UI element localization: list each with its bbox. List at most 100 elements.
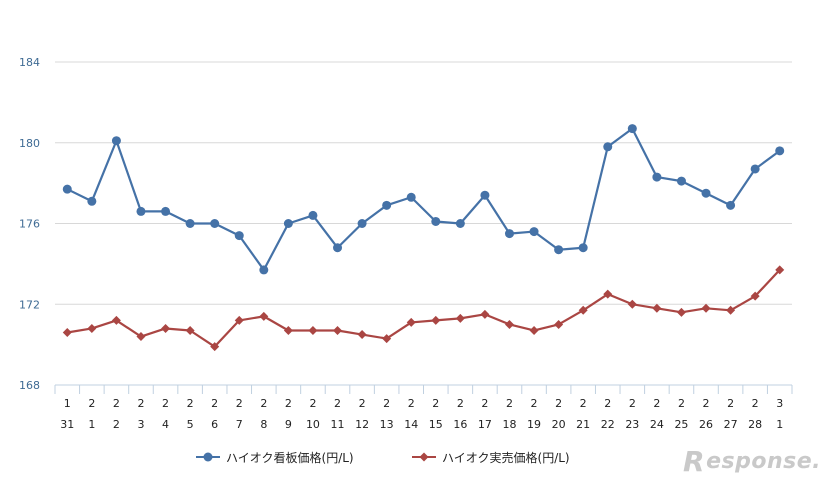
x-tick-label-month: 2 — [580, 397, 587, 410]
legend-item-2: ハイオク実売価格(円/L) — [412, 450, 570, 465]
legend: ハイオク看板価格(円/L) ハイオク実売価格(円/L) — [196, 450, 570, 465]
data-point-2 — [529, 325, 539, 335]
data-point-2 — [603, 289, 613, 299]
x-tick-label-day: 28 — [748, 418, 762, 431]
x-tick-label-month: 3 — [776, 397, 783, 410]
x-tick-label-month: 2 — [260, 397, 267, 410]
x-tick-label-day: 31 — [60, 418, 74, 431]
x-tick-label-day: 13 — [380, 418, 394, 431]
data-point-2 — [283, 325, 293, 335]
data-point-1 — [676, 176, 686, 186]
x-tick-label-day: 27 — [724, 418, 738, 431]
y-axis: 168 172 176 180 184 — [19, 56, 40, 392]
x-tick-label-month: 2 — [137, 397, 144, 410]
x-tick-label-month: 2 — [506, 397, 513, 410]
x-tick-label-day: 22 — [601, 418, 615, 431]
data-point-2 — [357, 330, 367, 340]
watermark-rest: esponse. — [706, 449, 821, 474]
data-point-2 — [701, 303, 711, 313]
x-tick-label-day: 11 — [331, 418, 345, 431]
x-tick-label-month: 2 — [629, 397, 636, 410]
legend-marker-2 — [419, 452, 429, 462]
data-point-2 — [111, 315, 121, 325]
x-tick-label-month: 1 — [64, 397, 71, 410]
x-tick-label-day: 2 — [113, 418, 120, 431]
x-tick-label-month: 2 — [187, 397, 194, 410]
data-point-2 — [554, 319, 564, 329]
x-tick-label-day: 12 — [355, 418, 369, 431]
data-point-2 — [504, 319, 514, 329]
data-point-2 — [652, 303, 662, 313]
data-point-1 — [185, 219, 195, 228]
x-tick-label-day: 3 — [137, 418, 144, 431]
data-point-1 — [701, 188, 711, 198]
x-tick-label-month: 2 — [359, 397, 366, 410]
x-tick-label-day: 6 — [211, 418, 218, 431]
data-point-1 — [455, 219, 465, 228]
x-tick-label-day: 15 — [429, 418, 443, 431]
y-tick-label-172: 172 — [19, 298, 40, 311]
data-point-1 — [406, 192, 416, 202]
series-group — [62, 124, 785, 352]
data-point-1 — [554, 245, 564, 255]
x-tick-label-month: 2 — [678, 397, 685, 410]
data-point-2 — [480, 309, 490, 319]
x-tick-label-month: 2 — [752, 397, 759, 410]
x-tick-label-day: 25 — [674, 418, 688, 431]
x-tick-label-month: 2 — [531, 397, 538, 410]
data-point-1 — [627, 124, 637, 134]
data-point-2 — [136, 332, 146, 342]
data-point-1 — [210, 219, 220, 228]
data-point-2 — [676, 307, 686, 317]
data-point-1 — [480, 190, 490, 200]
x-tick-label-day: 1 — [88, 418, 95, 431]
series-2 — [62, 265, 785, 352]
data-point-2 — [333, 325, 343, 335]
data-point-1 — [234, 231, 244, 241]
x-tick-label-month: 2 — [604, 397, 611, 410]
data-point-1 — [382, 200, 392, 210]
data-point-1 — [529, 227, 539, 237]
x-tick-label-day: 10 — [306, 418, 320, 431]
data-point-1 — [333, 243, 343, 253]
data-point-1 — [308, 210, 318, 220]
data-point-1 — [431, 216, 441, 226]
x-tick-label-day: 5 — [187, 418, 194, 431]
x-tick-label-day: 23 — [625, 418, 639, 431]
x-tick-label-day: 24 — [650, 418, 664, 431]
data-point-2 — [259, 311, 269, 321]
y-tick-label-168: 168 — [19, 379, 40, 392]
x-tick-label-month: 2 — [653, 397, 660, 410]
x-tick-label-month: 2 — [457, 397, 464, 410]
x-tick-label-day: 4 — [162, 418, 169, 431]
x-tick-label-day: 26 — [699, 418, 713, 431]
data-point-1 — [87, 196, 97, 206]
legend-item-1: ハイオク看板価格(円/L) — [196, 450, 354, 465]
x-tick-label-month: 2 — [432, 397, 439, 410]
data-point-2 — [87, 323, 97, 333]
x-tick-label-day: 8 — [260, 418, 267, 431]
x-tick-label-month: 2 — [481, 397, 488, 410]
legend-label-1: ハイオク看板価格(円/L) — [226, 450, 354, 465]
x-tick-label-month: 2 — [285, 397, 292, 410]
data-point-1 — [161, 206, 171, 216]
x-tick-label-month: 2 — [211, 397, 218, 410]
x-tick-label-month: 2 — [88, 397, 95, 410]
x-tick-label-day: 16 — [453, 418, 467, 431]
data-point-1 — [283, 219, 293, 228]
data-point-1 — [504, 229, 514, 239]
data-point-2 — [308, 325, 318, 335]
x-axis: 1312122232425262728292102112122132142152… — [54, 384, 793, 431]
data-point-1 — [775, 146, 785, 156]
data-point-1 — [603, 142, 613, 152]
x-tick-label-month: 2 — [555, 397, 562, 410]
x-tick-label-day: 1 — [776, 418, 783, 431]
x-tick-label-month: 2 — [309, 397, 316, 410]
series-line-1 — [66, 127, 781, 272]
x-tick-label-day: 21 — [576, 418, 590, 431]
data-point-2 — [234, 315, 244, 325]
watermark-initial: R — [683, 445, 706, 478]
data-point-2 — [62, 328, 72, 338]
data-point-2 — [578, 305, 588, 315]
